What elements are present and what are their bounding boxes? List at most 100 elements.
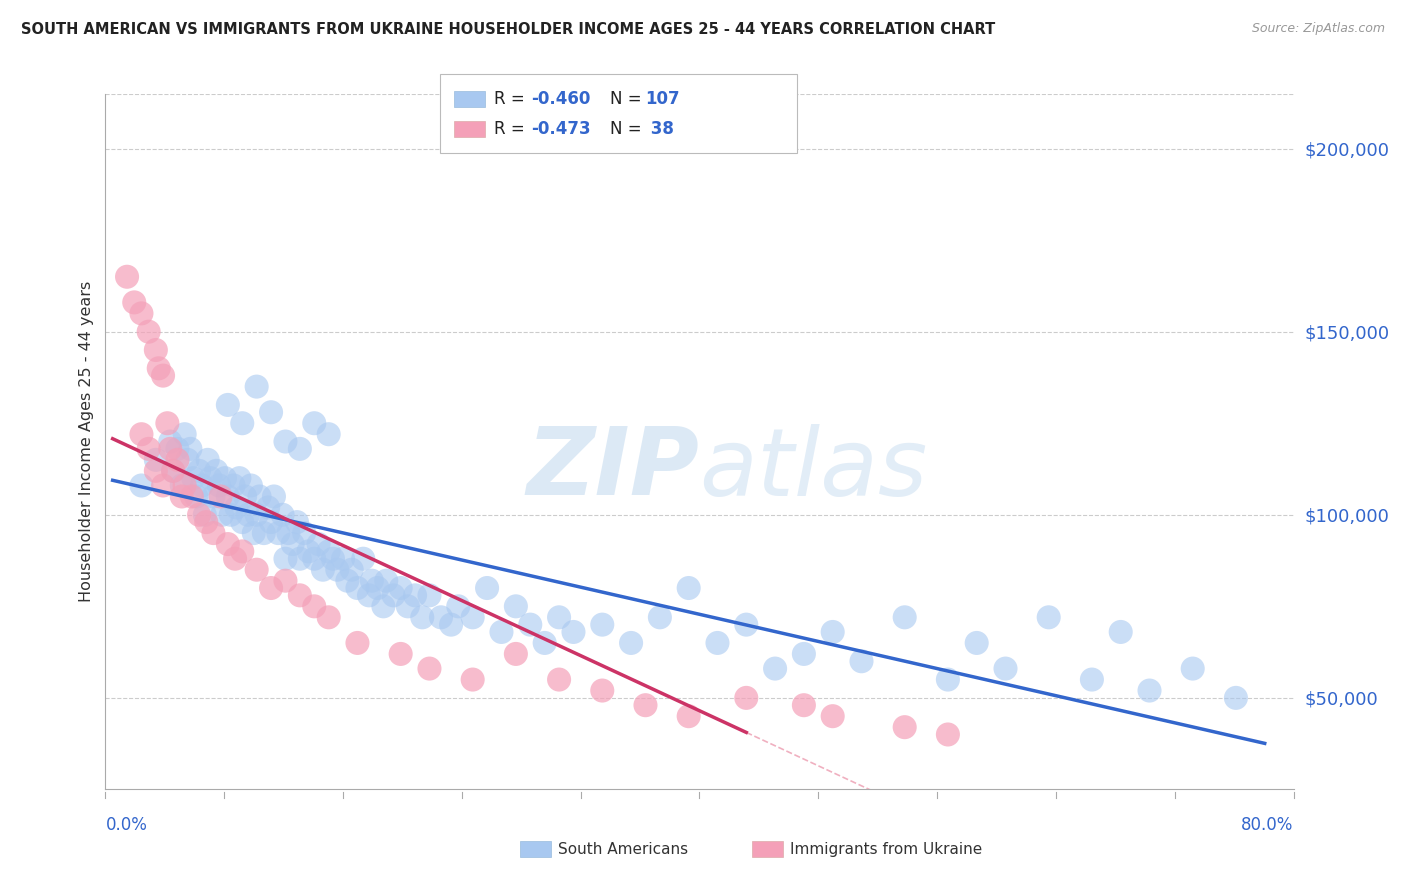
Point <box>263 490 285 504</box>
Text: -0.473: -0.473 <box>531 120 591 138</box>
Point <box>186 490 208 504</box>
Point <box>375 574 398 588</box>
Point <box>162 464 184 478</box>
Point <box>131 427 153 442</box>
Point <box>505 599 527 614</box>
Point <box>260 405 283 419</box>
Point <box>318 544 340 558</box>
Point <box>156 416 179 430</box>
Point <box>209 490 232 504</box>
Point <box>181 471 204 485</box>
Point <box>145 343 167 357</box>
Point <box>430 610 453 624</box>
Point <box>131 306 153 320</box>
Point <box>166 453 188 467</box>
Text: atlas: atlas <box>700 424 928 515</box>
Point <box>239 478 262 492</box>
Point <box>288 551 311 566</box>
Point <box>205 464 228 478</box>
Text: 38: 38 <box>645 120 675 138</box>
Point <box>195 515 218 529</box>
Point <box>591 683 613 698</box>
Point <box>138 325 160 339</box>
Point <box>297 544 319 558</box>
Point <box>475 581 498 595</box>
Point <box>308 537 330 551</box>
Point <box>260 581 283 595</box>
Point <box>145 464 167 478</box>
Point <box>418 662 440 676</box>
Point <box>176 453 198 467</box>
Point <box>793 647 815 661</box>
Point <box>194 508 217 522</box>
Point <box>159 434 181 449</box>
Point <box>322 551 344 566</box>
Point <box>1181 662 1204 676</box>
Point <box>548 673 571 687</box>
Point <box>170 490 193 504</box>
Point <box>200 471 222 485</box>
Text: N =: N = <box>610 90 647 108</box>
Point <box>159 442 181 456</box>
Point <box>242 526 264 541</box>
Point <box>170 478 193 492</box>
Point <box>131 478 153 492</box>
Point <box>533 636 555 650</box>
Text: Immigrants from Ukraine: Immigrants from Ukraine <box>790 842 983 856</box>
Text: R =: R = <box>494 120 530 138</box>
Text: -0.460: -0.460 <box>531 90 591 108</box>
Point <box>253 526 276 541</box>
Point <box>505 647 527 661</box>
Point <box>225 500 247 515</box>
Point <box>191 478 214 492</box>
Point <box>389 581 412 595</box>
Point <box>188 508 211 522</box>
Point <box>152 478 174 492</box>
Point <box>893 610 915 624</box>
Point <box>179 442 201 456</box>
Point <box>634 698 657 713</box>
Point <box>591 617 613 632</box>
Point <box>1139 683 1161 698</box>
Point <box>562 624 585 639</box>
Point <box>936 673 959 687</box>
Point <box>326 563 349 577</box>
Point <box>367 581 389 595</box>
Point <box>188 464 211 478</box>
Point <box>821 624 844 639</box>
Point <box>202 490 225 504</box>
Point <box>202 526 225 541</box>
Point <box>145 453 167 467</box>
Point <box>418 588 440 602</box>
Point <box>304 551 326 566</box>
Point <box>274 574 297 588</box>
Point <box>152 368 174 383</box>
Point <box>763 662 786 676</box>
Point <box>257 500 280 515</box>
Point <box>1109 624 1132 639</box>
Point <box>211 508 233 522</box>
Point <box>138 442 160 456</box>
Point <box>148 361 170 376</box>
Point <box>548 610 571 624</box>
Point <box>1225 690 1247 705</box>
Point <box>246 563 269 577</box>
Point <box>318 427 340 442</box>
Text: ZIP: ZIP <box>527 424 700 516</box>
Point <box>288 442 311 456</box>
Point <box>389 647 412 661</box>
Point <box>318 610 340 624</box>
Point <box>233 490 256 504</box>
Point <box>735 690 758 705</box>
Point <box>1038 610 1060 624</box>
Point <box>346 581 368 595</box>
Point <box>173 478 195 492</box>
Point <box>219 508 242 522</box>
Point <box>851 654 873 668</box>
Point <box>461 673 484 687</box>
Point <box>793 698 815 713</box>
Point <box>292 526 315 541</box>
Point <box>382 588 405 602</box>
Point <box>360 574 382 588</box>
Point <box>166 442 188 456</box>
